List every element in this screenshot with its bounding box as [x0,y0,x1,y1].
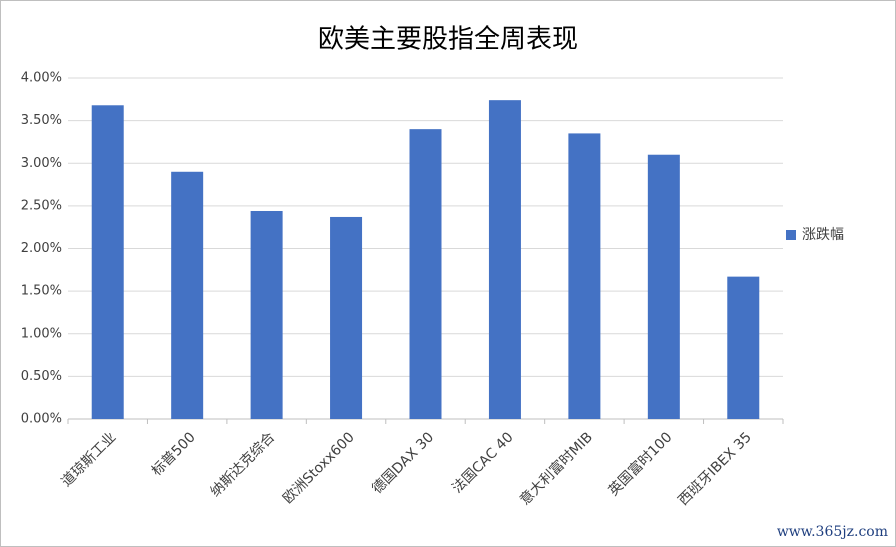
y-tick-label: 2.00% [21,241,62,256]
bar [330,216,363,419]
legend-swatch [786,230,796,240]
y-tick-label: 2.50% [21,198,62,213]
bar [91,105,124,419]
bar [250,210,283,419]
bar [727,276,760,419]
watermark: www.365jz.com [777,524,888,540]
chart-title: 欧美主要股指全周表现 [318,25,578,55]
bar [568,133,601,419]
y-tick-label: 1.00% [21,326,62,341]
y-tick-label: 0.00% [21,412,62,427]
legend-label: 涨跌幅 [802,227,844,243]
y-tick-label: 1.50% [21,284,62,299]
y-tick-label: 0.50% [21,369,62,384]
y-tick-label: 3.00% [21,156,62,171]
bar [171,171,204,419]
bar [409,129,442,419]
bar [488,100,521,419]
bar [647,154,680,419]
y-tick-label: 3.50% [21,113,62,128]
y-tick-label: 4.00% [21,71,62,86]
